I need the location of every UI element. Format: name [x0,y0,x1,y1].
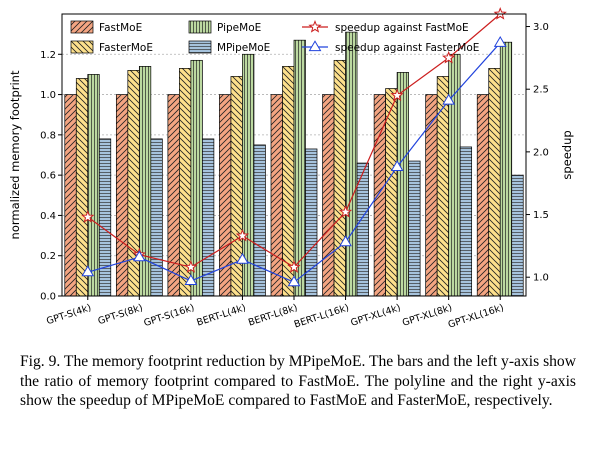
x-tick-label: BERT-L(16k) [293,302,351,330]
legend-label: speedup against FasterMoE [335,42,479,54]
x-tick-label: GPT-XL(4k) [349,302,402,328]
speedup-point-star [493,7,507,20]
speedup-point-star [390,88,404,102]
bar-hatch [511,174,524,297]
bar-hatch [179,68,192,297]
legend-swatch-hatch [188,20,212,34]
y-tick-label: 1.2 [40,50,56,61]
legend-swatch-hatch [188,40,212,54]
x-tick-label: GPT-XL(8k) [401,302,454,328]
y-tick-label: 0.0 [40,292,56,303]
bars [64,31,524,297]
speedup-lines [81,7,507,287]
y2-tick-label: 1.0 [533,273,549,284]
bar-hatch [499,41,513,297]
speedup-point-triangle [390,160,404,172]
bar-hatch [293,39,306,297]
speedup-point-star [184,260,198,273]
y2-tick-label: 2.5 [533,85,549,96]
bar-hatch [75,78,89,297]
bar-hatch [345,31,358,297]
speedup-point-triangle [287,275,301,287]
y2-tick-label: 1.5 [533,210,549,221]
bar-hatch [87,74,100,297]
speedup-point-star [338,205,353,218]
speedup-point-triangle [493,36,507,47]
legend-swatch-hatch [70,20,94,34]
bar-hatch [425,94,438,297]
bar-hatch [270,94,283,297]
bar-hatch [333,59,346,297]
speedup-point-star [442,50,456,64]
legend-label: FasterMoE [99,42,153,54]
legend: FastMoE FasterMoE PipeMoE MPipeMoE speedup a… [70,20,479,54]
bar-hatch [115,94,129,297]
bar-hatch [98,138,112,297]
bar-hatch [127,70,140,297]
legend-label: speedup against FastMoE [335,22,469,34]
legend-label: FastMoE [99,22,142,34]
speedup-point-triangle [236,252,249,264]
bar-hatch [448,53,461,297]
speedup-point-triangle [184,274,198,286]
x-tick-label: BERT-L(8k) [247,302,299,328]
bar-hatch [167,94,180,297]
y-tick-label: 0.4 [40,211,56,222]
legend-triangle-marker [308,40,322,52]
bar-hatch [64,94,77,297]
x-tick-label: BERT-L(4k) [195,302,247,328]
speedup-point-triangle [81,265,95,277]
y-tick-label: 0.6 [40,171,56,182]
bar-hatch [219,94,232,297]
bar-hatch [459,146,473,297]
bar-hatch [476,94,490,297]
speedup-point-triangle [442,93,456,105]
y-tick-label: 0.8 [40,130,56,141]
y2-tick-label: 2.0 [533,147,549,158]
speedup-point-triangle [132,250,146,262]
y2-tick-label: 3.0 [533,22,549,33]
x-tick-label: GPT-XL(16k) [447,302,505,330]
y-tick-label: 0.2 [40,251,56,262]
speedup-point-star [81,210,95,223]
x-tick-label: GPT-S(4k) [45,302,93,327]
bar-hatch [253,144,266,297]
figure-caption: Fig. 9. The memory footprint reduction b… [20,353,576,409]
bar-hatch [150,138,163,297]
y-tick-label: 1.0 [40,90,56,101]
legend-star-marker [308,20,322,33]
memory-footprint-chart: 0.0 0.2 0.4 0.6 0.8 1.0 1.2 1.0 1.5 2.0 2.5 3.0 GPT-… [8,7,574,331]
bar-hatch [305,148,318,297]
bar-hatch [396,72,409,297]
bar-hatch [385,88,398,297]
bar-hatch [408,160,421,297]
bar-hatch [488,68,501,297]
bar-hatch [436,76,450,297]
speedup-point-star [235,228,250,242]
speedup-point-triangle [339,235,352,247]
legend-label: PipeMoE [217,22,261,34]
x-tick-label: GPT-S(8k) [97,302,145,327]
legend-label: MPipeMoE [217,42,270,54]
y2-axis-label: speedup [560,130,574,179]
legend-swatch-hatch [70,40,94,54]
y-axis-label: normalized memory footprint [8,70,22,239]
speedup-point-star [287,260,301,273]
x-tick-label: GPT-S(16k) [143,302,196,329]
bar-hatch [322,94,335,297]
